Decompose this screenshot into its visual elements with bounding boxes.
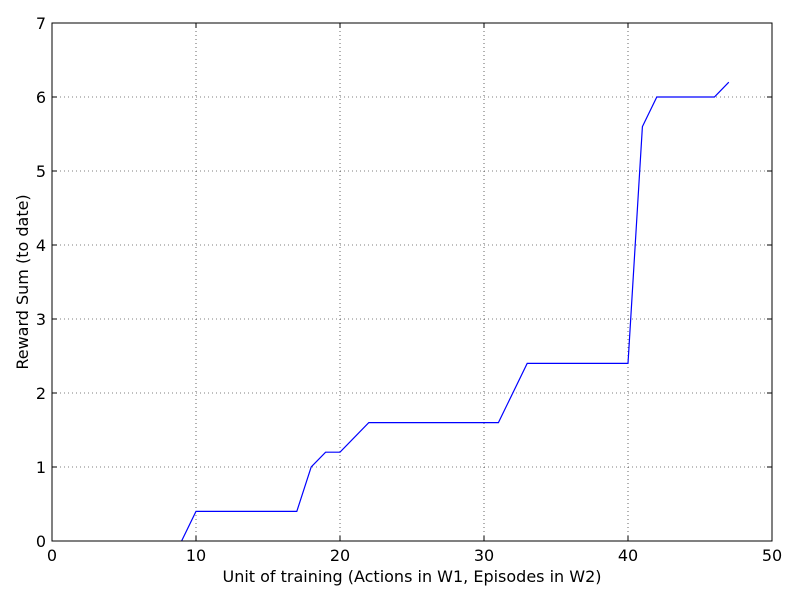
y-tick-label: 7: [36, 14, 46, 33]
x-tick-label: 50: [762, 546, 782, 565]
x-tick-label: 20: [330, 546, 350, 565]
y-axis-label: Reward Sum (to date): [13, 194, 32, 369]
x-tick-label: 30: [474, 546, 494, 565]
plot-frame: [51, 22, 773, 542]
x-axis-label: Unit of training (Actions in W1, Episode…: [222, 567, 601, 586]
x-tick-label: 10: [186, 546, 206, 565]
x-tick-label: 0: [47, 546, 57, 565]
x-tick-label: 40: [618, 546, 638, 565]
ticks: 0 10 20 30 40 50 0 1 2 3 4 5 6 7: [36, 14, 782, 565]
series-layer: [181, 81, 730, 542]
y-tick-label: 6: [36, 88, 46, 107]
y-tick-label: 1: [36, 458, 46, 477]
y-tick-label: 0: [36, 532, 46, 551]
y-tick-label: 5: [36, 162, 46, 181]
grid: [52, 23, 772, 541]
y-tick-label: 4: [36, 236, 46, 255]
series-line: [181, 81, 730, 542]
y-tick-label: 3: [36, 310, 46, 329]
y-tick-label: 2: [36, 384, 46, 403]
